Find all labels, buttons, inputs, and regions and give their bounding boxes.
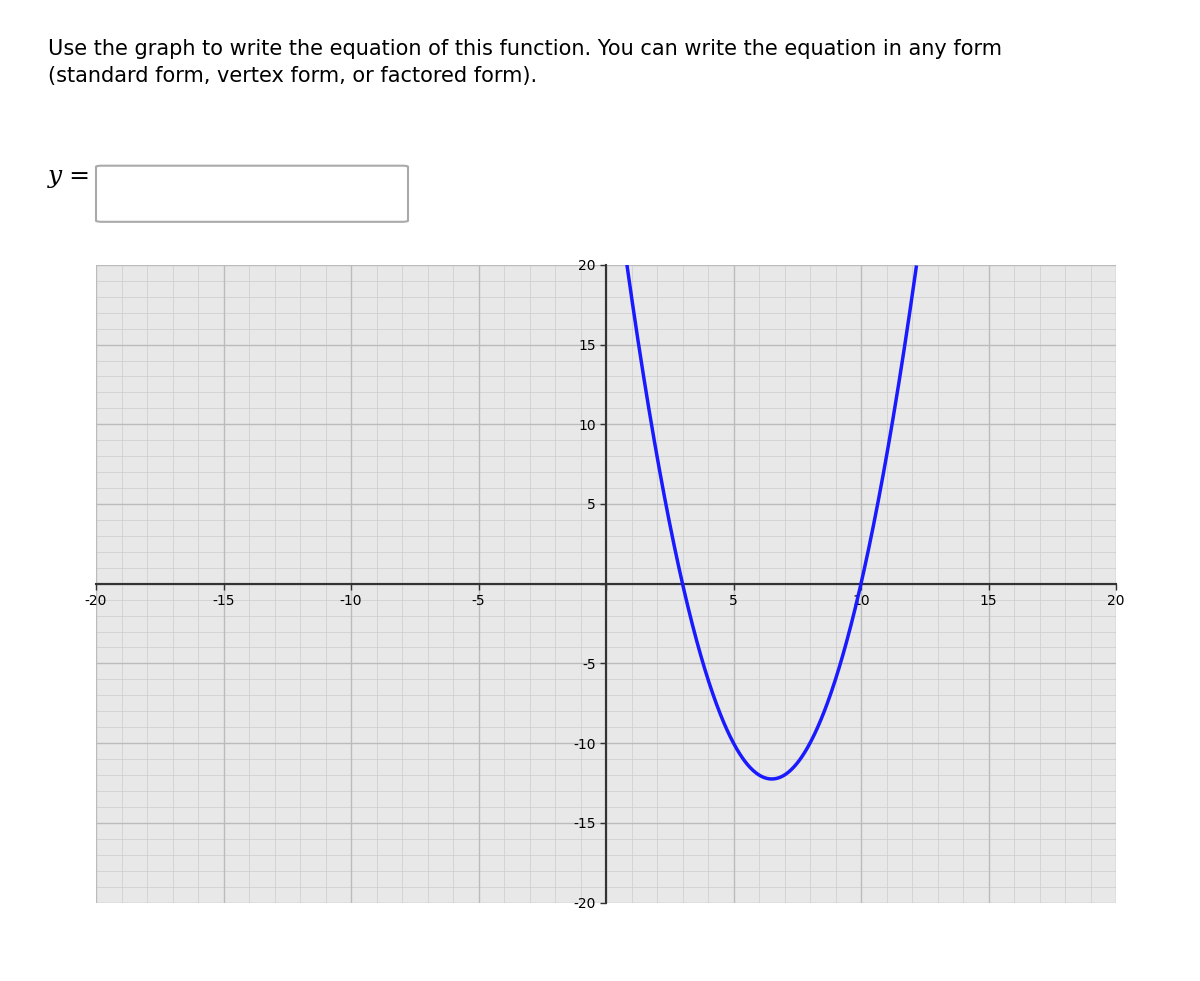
FancyBboxPatch shape [96,166,408,222]
Text: Use the graph to write the equation of this function. You can write the equation: Use the graph to write the equation of t… [48,39,1002,85]
Text: y =: y = [48,165,91,188]
